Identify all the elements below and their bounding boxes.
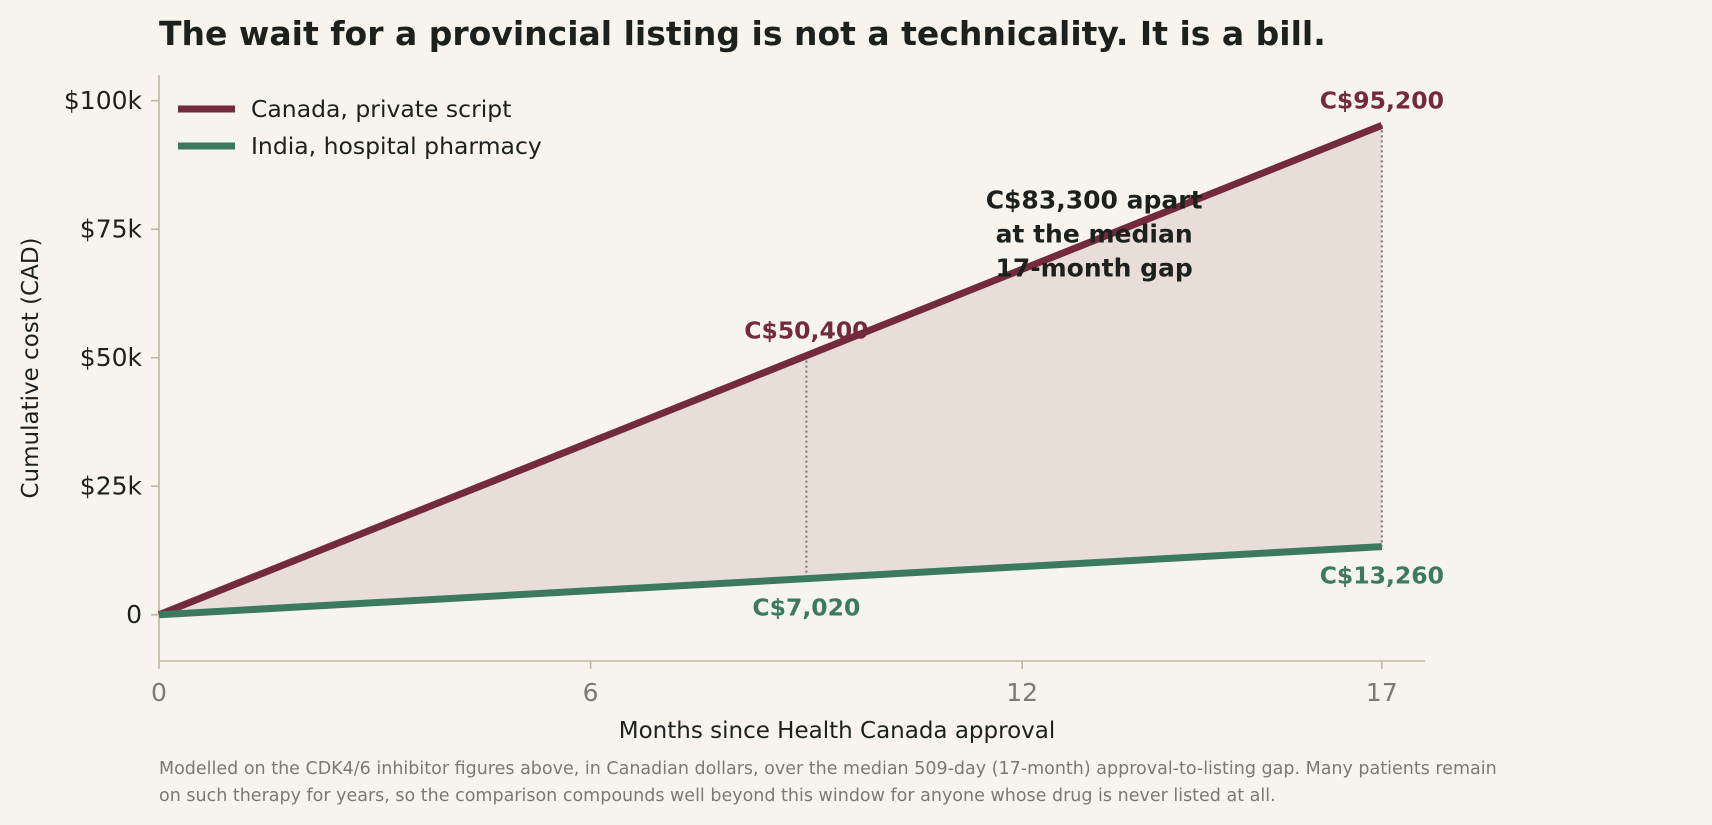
chart-footnote: Modelled on the CDK4/6 inhibitor figures…	[159, 756, 1704, 810]
y-tick-label-2: $50k	[80, 343, 143, 372]
x-axis-label: Months since Health Canada approval	[619, 718, 1056, 744]
footnote-line-2: on such therapy for years, so the compar…	[159, 786, 1276, 806]
footnote-line-1: Modelled on the CDK4/6 inhibitor figures…	[159, 759, 1497, 779]
y-tick-label-1: $25k	[80, 472, 143, 501]
series-line-0	[157, 122, 1384, 618]
legend-label-1: India, hospital pharmacy	[251, 132, 542, 160]
value-label-3: C$13,260	[1320, 562, 1444, 590]
gap-annotation-line-1: at the median	[996, 220, 1193, 249]
y-tick-label-3: $75k	[80, 215, 143, 244]
value-label-1: C$95,200	[1320, 86, 1444, 114]
value-label-0: C$50,400	[744, 317, 868, 345]
y-tick-label-4: $100k	[64, 86, 143, 115]
gap-annotation-line-0: C$83,300 apart	[986, 186, 1203, 215]
legend-label-0: Canada, private script	[251, 95, 511, 123]
value-label-2: C$7,020	[752, 594, 860, 622]
gap-annotation-line-2: 17-month gap	[995, 254, 1192, 283]
x-tick-label-3: 17	[1366, 678, 1398, 707]
series-line-1	[158, 543, 1383, 619]
y-tick-label-0: 0	[126, 600, 142, 629]
chart-title: The wait for a provincial listing is not…	[159, 14, 1326, 53]
y-axis-label: Cumulative cost (CAD)	[18, 237, 44, 498]
x-tick-label-2: 12	[1006, 678, 1038, 707]
x-tick-label-1: 6	[583, 678, 599, 707]
x-tick-label-0: 0	[151, 678, 167, 707]
